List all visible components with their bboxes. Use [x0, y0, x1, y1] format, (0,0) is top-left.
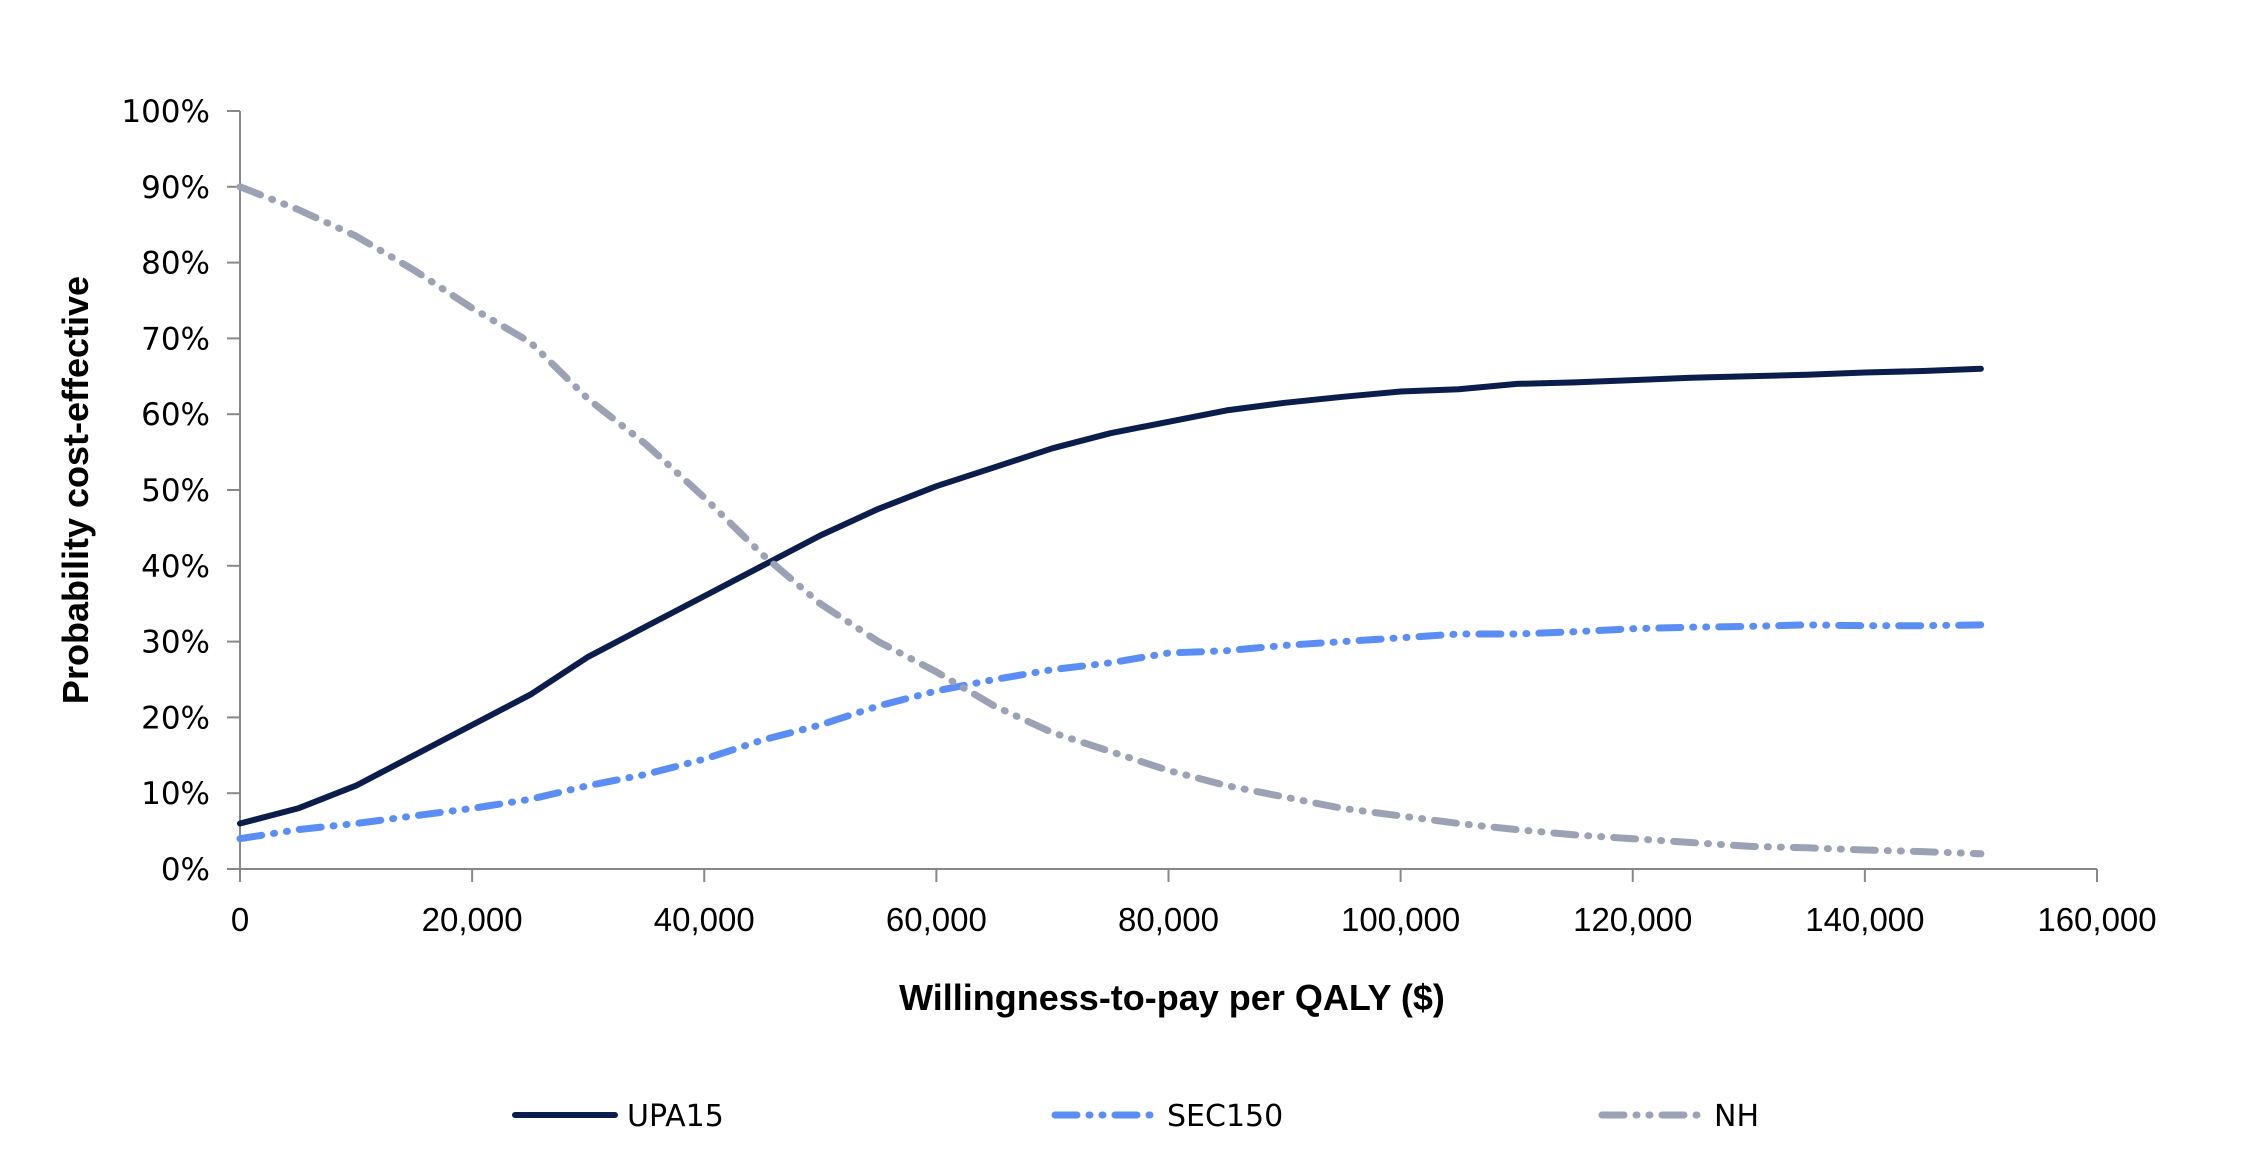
x-tick-label: 120,000: [1573, 901, 1692, 938]
y-tick-label: 50%: [141, 473, 210, 509]
legend: UPA15 SEC150 NH: [512, 1099, 1759, 1134]
legend-label-nh: NH: [1714, 1099, 1759, 1134]
series-line-upa15: [237, 365, 1984, 827]
y-tick-label: 10%: [141, 776, 210, 812]
y-tick-label: 0%: [161, 852, 210, 888]
x-tick-label: 80,000: [1118, 901, 1219, 938]
y-axis-title: Probability cost-effective: [55, 276, 96, 704]
x-tick-label: 140,000: [1805, 901, 1924, 938]
y-tick-label: 80%: [141, 246, 210, 282]
y-tick-label: 20%: [141, 700, 210, 736]
axes: [239, 111, 2097, 870]
x-tick-label: 100,000: [1341, 901, 1460, 938]
x-tick-label: 40,000: [654, 901, 755, 938]
series-line-nh: [236, 183, 1985, 858]
y-tick-label: 90%: [141, 170, 210, 206]
legend-label-sec150: SEC150: [1167, 1099, 1283, 1134]
series-line-sec150: [236, 621, 1985, 843]
x-tick-label: 60,000: [886, 901, 987, 938]
y-tick-label: 40%: [141, 549, 210, 585]
y-tick-label: 60%: [141, 397, 210, 433]
x-tick-label: 0: [231, 901, 249, 938]
x-tick-label: 20,000: [422, 901, 523, 938]
y-tick-label: 70%: [141, 321, 210, 357]
y-tick-label: 100%: [121, 94, 210, 130]
x-tick-label: 160,000: [2037, 901, 2156, 938]
y-tick-label: 30%: [141, 625, 210, 661]
x-axis-title: Willingness-to-pay per QALY ($): [899, 977, 1445, 1018]
legend-label-upa15: UPA15: [627, 1099, 724, 1134]
